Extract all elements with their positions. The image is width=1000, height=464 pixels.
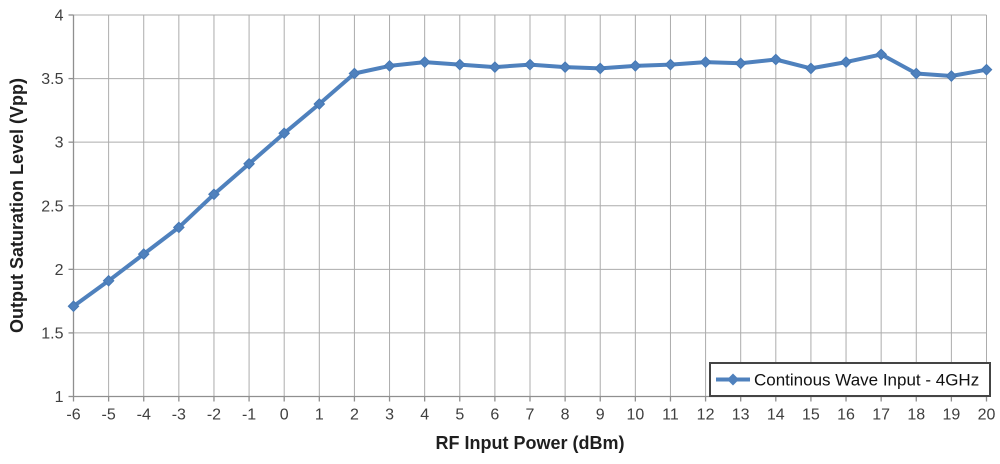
axis-tick-marks — [68, 14, 988, 402]
x-tick-label: 4 — [420, 407, 429, 424]
legend-diamond-icon — [727, 373, 739, 386]
x-tick-label: 11 — [662, 407, 679, 424]
data-point-marker — [102, 274, 115, 287]
x-tick-label: 2 — [350, 407, 359, 424]
data-point-marker — [137, 248, 150, 260]
y-tick-label: 2 — [55, 262, 64, 279]
x-tick-label: 5 — [455, 407, 464, 424]
x-axis-title: RF Input Power (dBm) — [436, 433, 625, 453]
x-tick-label: 15 — [802, 407, 820, 424]
legend-series-label: Continous Wave Input - 4GHz — [754, 371, 979, 390]
y-tick-label: 1 — [55, 389, 64, 406]
data-point-marker — [313, 98, 326, 110]
x-tick-label: 13 — [732, 407, 750, 424]
data-point-marker — [453, 58, 466, 71]
data-point-marker — [805, 62, 817, 75]
x-tick-labels: -6 -5 -4 -3 -2 -1 0 1 2 3 4 5 6 7 8 9 10 11 12 13 14 15 16 17 18… — [66, 407, 995, 424]
x-tick-label: -6 — [66, 407, 80, 424]
x-tick-label: 16 — [837, 407, 855, 424]
x-tick-label: 19 — [942, 407, 960, 424]
data-point-marker — [980, 63, 993, 76]
x-tick-label: 3 — [385, 407, 394, 424]
data-point-marker — [699, 56, 712, 68]
data-point-marker — [875, 48, 888, 61]
gridlines — [73, 14, 987, 397]
x-tick-label: 14 — [767, 407, 785, 424]
x-tick-label: 0 — [280, 407, 289, 424]
x-tick-label: 7 — [526, 407, 535, 424]
y-tick-labels: 1 1.5 2 2.5 3 3.5 4 — [41, 8, 63, 407]
data-point-marker — [945, 70, 958, 82]
legend-box — [709, 362, 991, 397]
x-tick-label: 9 — [596, 407, 605, 424]
data-point-marker — [172, 221, 185, 234]
y-tick-label: 4 — [55, 8, 64, 25]
data-point-marker — [488, 61, 501, 74]
y-axis-title: Output Saturation Level (Vpp) — [7, 78, 27, 333]
x-tick-label: -5 — [101, 407, 115, 424]
x-tick-label: -1 — [242, 407, 256, 424]
x-tick-label: 18 — [907, 407, 925, 424]
data-series — [67, 48, 993, 313]
x-tick-label: 20 — [978, 407, 996, 424]
data-point-marker — [559, 61, 572, 74]
y-tick-label: 3.5 — [41, 71, 63, 88]
y-tick-label: 2.5 — [41, 198, 63, 215]
data-point-marker — [629, 59, 642, 72]
x-tick-label: 8 — [561, 407, 570, 424]
data-point-marker — [840, 56, 852, 68]
x-tick-label: -2 — [207, 407, 221, 424]
x-tick-label: 6 — [490, 407, 499, 424]
data-point-marker — [278, 127, 291, 140]
data-point-marker — [208, 188, 220, 201]
data-point-marker — [734, 57, 747, 70]
data-point-marker — [910, 67, 923, 80]
x-tick-label: 17 — [872, 407, 890, 424]
data-point-marker — [769, 53, 782, 66]
data-point-marker — [67, 300, 80, 313]
data-point-marker — [524, 58, 536, 71]
data-point-marker — [243, 157, 255, 170]
data-point-marker — [348, 67, 361, 80]
y-tick-label: 1.5 — [41, 325, 63, 342]
x-tick-label: -3 — [172, 407, 186, 424]
x-tick-label: 1 — [315, 407, 324, 424]
data-point-marker — [664, 58, 677, 71]
y-tick-label: 3 — [55, 135, 64, 152]
data-point-marker — [383, 59, 396, 72]
legend: Continous Wave Input - 4GHz — [709, 362, 991, 397]
x-tick-label: 10 — [626, 407, 644, 424]
data-point-marker — [418, 56, 431, 68]
x-tick-label: 12 — [697, 407, 715, 424]
data-point-marker — [594, 62, 607, 75]
x-tick-label: -4 — [137, 407, 151, 424]
